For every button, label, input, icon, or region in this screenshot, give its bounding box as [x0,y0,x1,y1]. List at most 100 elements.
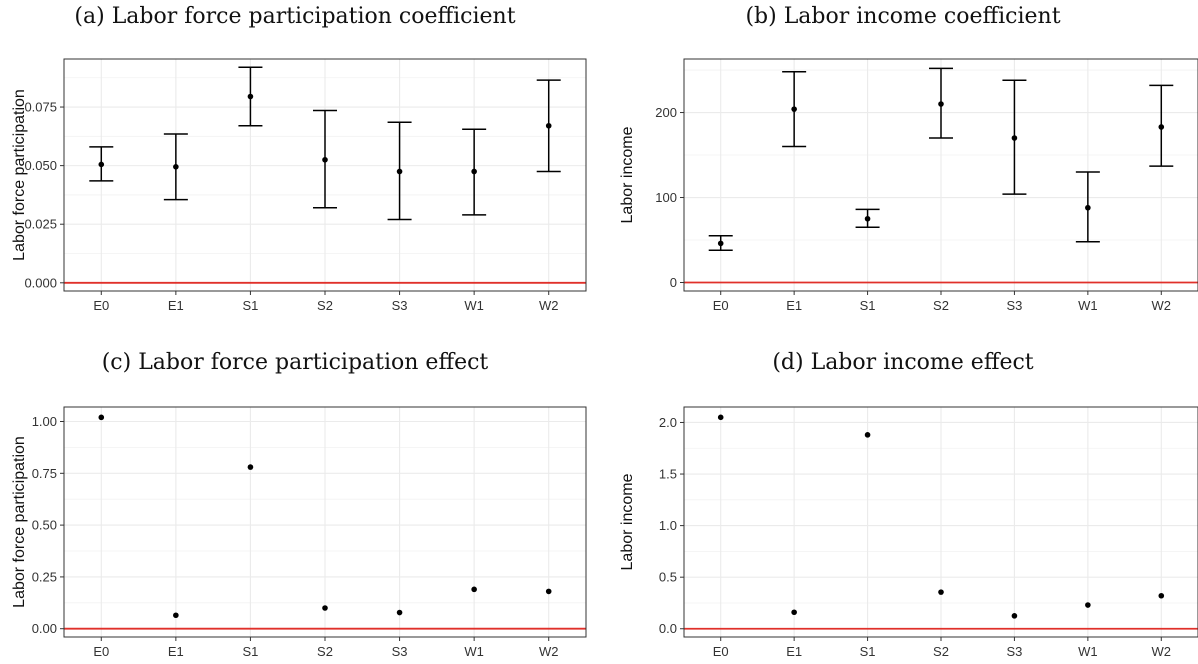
data-points [98,93,552,175]
panel-d: (d) Labor income effect 0.0 0.5 1.0 1.5 2.0 E… [608,334,1198,664]
data-point [98,414,105,421]
y-tick-label: 200 [655,105,677,120]
data-point [1085,602,1091,608]
y-axis: 0 100 200 [655,105,684,290]
y-tick-label: 0.0 [659,621,677,636]
x-tick-label: W1 [1078,298,1098,313]
chart-a-svg: 0.000 0.025 0.050 0.075 E0 E1 S1 S2 S3 W1 W2 Labor … [11,58,587,313]
x-tick-label: E0 [713,298,729,313]
y-tick-label: 1.5 [659,467,677,482]
data-point [864,432,871,438]
x-tick-label: S1 [242,644,258,659]
x-tick-label: S2 [317,644,333,659]
data-point [247,93,254,100]
y-axis: 0.00 0.25 0.50 0.75 1.00 [32,414,64,636]
data-point [717,240,724,247]
data-point [173,612,179,619]
x-tick-label: E1 [168,644,184,659]
x-tick-label: S1 [242,298,258,313]
data-points [717,414,1165,619]
x-tick-label: S2 [317,298,333,313]
x-tick-label: E0 [713,644,729,659]
chart-c-svg: 0.00 0.25 0.50 0.75 1.00 E0 E1 S1 S2 S3 W1 W2 Labor … [11,406,587,659]
y-tick-label: 100 [655,190,677,205]
y-axis: 0.000 0.025 0.050 0.075 [24,100,64,290]
x-tick-label: S3 [1006,298,1022,313]
x-tick-label: W2 [539,298,559,313]
x-tick-label: S1 [860,298,876,313]
data-point [396,168,403,175]
data-point [791,106,797,112]
y-axis-title: Labor income [619,126,636,223]
data-point [173,163,179,170]
panel-a: (a) Labor force participation coefficien… [0,0,590,330]
y-tick-label: 0.075 [24,100,57,115]
x-axis: E0 E1 S1 S2 S3 W1 W2 [713,291,1171,313]
y-tick-label: 0.75 [32,466,57,481]
data-point [471,586,477,593]
x-tick-label: E1 [168,298,184,313]
x-axis: E0 E1 S1 S2 S3 W1 W2 [713,637,1171,659]
y-tick-label: 0.00 [32,621,57,636]
data-point [545,588,552,595]
x-tick-label: W1 [1078,644,1098,659]
x-tick-label: E0 [93,644,109,659]
y-tick-label: 1.0 [659,518,677,533]
data-points [98,414,552,619]
y-tick-label: 0.25 [32,569,57,584]
data-point [98,161,105,168]
y-tick-label: 1.00 [32,414,57,429]
x-axis: E0 E1 S1 S2 S3 W1 W2 [93,637,558,659]
x-tick-label: S3 [1006,644,1022,659]
data-point [247,464,254,470]
data-point [791,609,797,616]
data-point [1011,135,1018,141]
x-tick-label: W1 [464,644,484,659]
x-tick-label: S1 [860,644,876,659]
panel-c: (c) Labor force participation effect 0.0… [0,334,590,664]
y-tick-label: 0 [670,275,677,290]
x-tick-label: E1 [786,644,802,659]
y-tick-label: 0.50 [32,518,57,533]
data-points [717,101,1165,247]
y-axis-title: Labor force participation [11,436,28,608]
data-point [864,215,871,222]
data-point [322,156,328,163]
error-bars [89,66,561,221]
data-point [938,101,944,107]
y-tick-label: 2.0 [659,415,677,430]
x-tick-label: S3 [392,298,408,313]
panel-title: (a) Labor force participation coefficien… [74,4,516,29]
x-tick-label: E0 [93,298,109,313]
data-point [717,414,724,421]
y-tick-label: 0.050 [24,158,57,173]
x-tick-label: S2 [933,298,949,313]
x-tick-label: W2 [1152,298,1172,313]
x-tick-label: E1 [786,298,802,313]
y-axis: 0.0 0.5 1.0 1.5 2.0 [659,415,684,636]
data-point [938,589,944,595]
data-point [1158,124,1165,130]
data-point [1085,204,1091,211]
y-tick-label: 0.025 [24,217,57,232]
grid [684,407,1198,637]
x-tick-label: W2 [1152,644,1172,659]
y-axis-title: Labor force participation [11,89,28,261]
data-point [1011,613,1018,619]
x-tick-label: S3 [392,644,408,659]
x-axis: E0 E1 S1 S2 S3 W1 W2 [93,291,558,313]
panel-title: (b) Labor income coefficient [745,4,1061,29]
data-point [1158,592,1165,599]
data-point [545,122,552,129]
chart-d-svg: 0.0 0.5 1.0 1.5 2.0 E0 E1 S1 S2 S3 W1 W2 Labor incom… [619,406,1198,659]
panel-title: (c) Labor force participation effect [101,350,489,375]
data-point [471,168,477,175]
x-tick-label: W1 [464,298,484,313]
y-tick-label: 0.000 [24,275,57,290]
y-tick-label: 0.5 [659,570,677,585]
x-tick-label: S2 [933,644,949,659]
grid [64,407,586,637]
data-point [322,605,328,611]
x-tick-label: W2 [539,644,559,659]
